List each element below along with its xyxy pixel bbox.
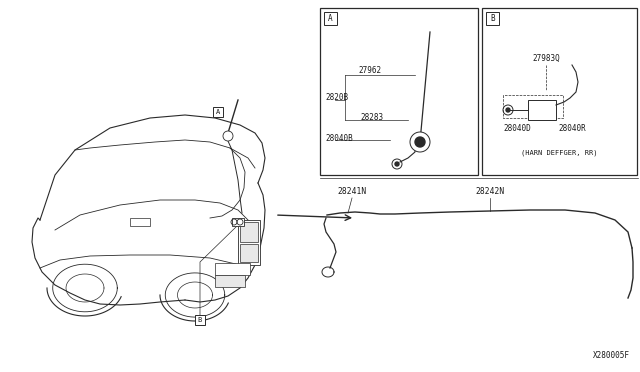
Text: 28040R: 28040R	[558, 124, 586, 132]
Bar	[238, 220, 260, 265]
Circle shape	[410, 132, 430, 152]
Text: X280005F: X280005F	[593, 351, 630, 360]
Bar	[213, 107, 223, 117]
Bar	[528, 100, 556, 120]
Bar	[324, 12, 337, 25]
Text: 27983Q: 27983Q	[532, 54, 560, 62]
Bar	[195, 315, 205, 325]
Bar	[215, 275, 245, 287]
Bar	[320, 8, 478, 175]
Circle shape	[506, 108, 510, 112]
Text: 28241N: 28241N	[337, 187, 367, 196]
Text: B: B	[490, 14, 495, 23]
Bar	[482, 8, 637, 175]
Text: 27962: 27962	[358, 65, 381, 74]
Text: 28283: 28283	[360, 112, 383, 122]
Text: A: A	[328, 14, 333, 23]
Text: 28040B: 28040B	[325, 134, 353, 142]
Circle shape	[395, 162, 399, 166]
Text: 28242N: 28242N	[476, 187, 504, 196]
Bar	[486, 12, 499, 25]
Bar	[240, 244, 258, 262]
Circle shape	[223, 131, 233, 141]
Text: 2820B: 2820B	[325, 93, 348, 102]
Text: 28040D: 28040D	[503, 124, 531, 132]
Circle shape	[415, 137, 425, 147]
Text: B: B	[198, 317, 202, 323]
Bar	[232, 218, 244, 226]
Text: (HARN DEFFGER, RR): (HARN DEFFGER, RR)	[521, 150, 597, 156]
Bar	[130, 218, 150, 226]
Bar	[215, 263, 250, 275]
Bar	[240, 222, 258, 242]
Text: A: A	[216, 109, 220, 115]
